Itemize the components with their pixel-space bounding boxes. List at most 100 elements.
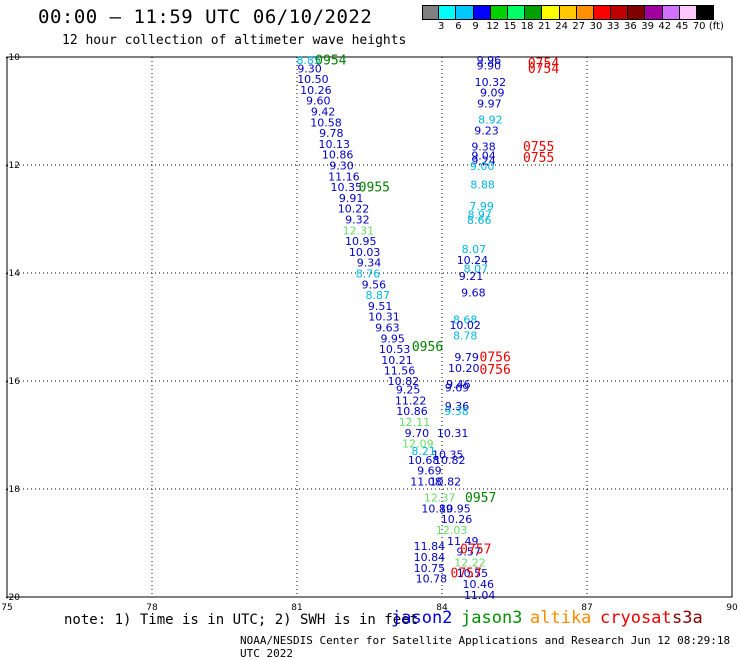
color-scale-bar: [422, 5, 715, 20]
wave-height-value: 9.42: [311, 106, 336, 119]
wave-height-value: 10.84: [414, 551, 446, 564]
wave-height-value: 10.82: [434, 454, 466, 467]
wave-height-value: 9.95: [380, 332, 405, 345]
wave-height-value: 10.82: [430, 475, 462, 488]
pass-time-label: 0954: [315, 54, 346, 69]
wave-height-value: 9.57: [456, 546, 481, 559]
color-scale-tick-label: 36: [624, 21, 637, 32]
wave-height-value: 8.21: [411, 445, 436, 458]
color-swatch: [662, 5, 680, 20]
wave-height-value: 10.13: [318, 138, 350, 151]
wave-height-value: 8.07: [464, 263, 489, 276]
wave-height-value: 9.24: [471, 155, 496, 168]
color-scale-tick-label: 3: [438, 21, 445, 32]
wave-height-value: 9.78: [319, 127, 344, 140]
pass-time-label: 0755: [523, 140, 554, 155]
wave-height-value: 10.86: [322, 149, 354, 162]
wave-height-value: 9.56: [362, 278, 387, 291]
x-tick-label: 84: [436, 603, 448, 613]
wave-height-value: 8.68: [453, 313, 478, 326]
wave-height-value: 12.22: [454, 556, 486, 569]
pass-time-label: 0955: [359, 181, 390, 196]
wave-height-value: 10.86: [396, 405, 428, 418]
color-swatch: [593, 5, 612, 20]
color-swatch: [576, 5, 594, 20]
wave-height-value: 11.56: [384, 365, 416, 378]
pass-time-label: 0754: [528, 56, 559, 71]
y-tick-label: -14: [5, 269, 20, 279]
wave-height-value: 9.25: [396, 384, 421, 397]
wave-height-value: 8.66: [467, 214, 492, 227]
pass-time-label: 0757: [451, 567, 482, 582]
wave-height-value: 10.03: [349, 246, 381, 259]
wave-height-value: 9.04: [471, 149, 496, 162]
wave-height-value: 10.21: [381, 354, 413, 367]
wave-height-value: 10.95: [345, 235, 377, 248]
wave-height-value: 9.32: [345, 214, 370, 227]
wave-height-value: 12.11: [399, 416, 431, 429]
color-swatch: [456, 5, 474, 20]
wave-height-value: 10.35: [331, 181, 363, 194]
color-scale-ticks: 3 6 9 12 15 18 21 24 27 30 33 36 39 42 45 70 (ft): [422, 21, 732, 35]
wave-height-value: 9.63: [375, 322, 400, 335]
wave-height-value: 8.97: [467, 209, 492, 222]
wave-height-value: 9.90: [477, 60, 502, 73]
y-tick-label: -10: [5, 53, 20, 63]
wave-height-value: 9.09: [480, 87, 505, 100]
wave-height-value: 9.21: [459, 270, 484, 283]
color-swatch: [439, 5, 457, 20]
footer-credit: NOAA/NESDIS Center for Satellite Applica…: [240, 634, 731, 660]
wave-height-value: 11.84: [414, 540, 446, 553]
wave-height-value: 10.26: [441, 513, 473, 526]
wave-height-value: 7.99: [469, 200, 494, 213]
y-tick-label: -20: [5, 593, 20, 603]
wave-height-value: 9.38: [444, 405, 469, 418]
wave-height-value: 9.70: [405, 427, 430, 440]
wave-height-value: 12.37: [424, 492, 456, 505]
y-tick-label: -16: [5, 377, 20, 387]
wave-height-value: 8.87: [365, 289, 390, 302]
x-tick-label: 87: [581, 603, 592, 613]
color-scale-tick-label: 9: [472, 21, 479, 32]
pass-time-label: 0757: [460, 542, 491, 557]
page-title: 00:00 — 11:59 UTC 06/10/2022: [38, 6, 373, 28]
page-subtitle: 12 hour collection of altimeter wave hei…: [62, 33, 407, 48]
pass-time-label: 0756: [480, 363, 511, 378]
color-scale-tick-label: (ft): [708, 21, 724, 32]
wave-height-value: 12.09: [402, 438, 434, 451]
note-text: note: 1) Time is in UTC; 2) SWH is in fe…: [64, 612, 419, 628]
wave-height-value: 11.49: [447, 535, 479, 548]
wave-height-value: 10.82: [388, 375, 420, 388]
wave-height-value: 10.31: [368, 311, 400, 324]
color-scale-tick-label: 24: [555, 21, 568, 32]
legend-jason2: jason2: [391, 608, 453, 628]
wave-height-value: 8.85: [296, 54, 321, 67]
wave-height-value: 9.30: [297, 62, 322, 75]
wave-height-value: 10.22: [338, 203, 370, 216]
color-swatch: [611, 5, 629, 20]
color-scale-tick-label: 27: [572, 21, 586, 32]
wave-height-value: 9.34: [357, 257, 382, 270]
wave-height-value: 10.26: [300, 84, 332, 97]
color-swatch: [422, 5, 440, 20]
color-swatch: [525, 5, 543, 20]
wave-height-value: 9.68: [461, 286, 486, 299]
wave-height-value: 10.58: [310, 116, 342, 129]
wave-height-value: 9.79: [454, 351, 479, 364]
wave-height-value: 10.89: [421, 502, 453, 515]
color-scale-tick-label: 18: [520, 21, 534, 32]
color-swatch: [542, 5, 560, 20]
wave-height-value: 10.32: [475, 76, 507, 89]
wave-height-value: 8.78: [453, 330, 478, 343]
plot-frame: [6, 56, 733, 598]
color-swatch: [473, 5, 491, 20]
wave-height-value: 9.91: [339, 192, 364, 205]
y-tick-label: -12: [5, 161, 20, 171]
wave-height-value: 10.53: [379, 343, 411, 356]
x-tick-label: 90: [726, 603, 738, 613]
wave-height-value: 9.23: [474, 124, 499, 137]
wave-height-value: 10.35: [432, 448, 464, 461]
wave-height-value: 9.30: [329, 160, 354, 173]
color-swatch: [645, 5, 663, 20]
